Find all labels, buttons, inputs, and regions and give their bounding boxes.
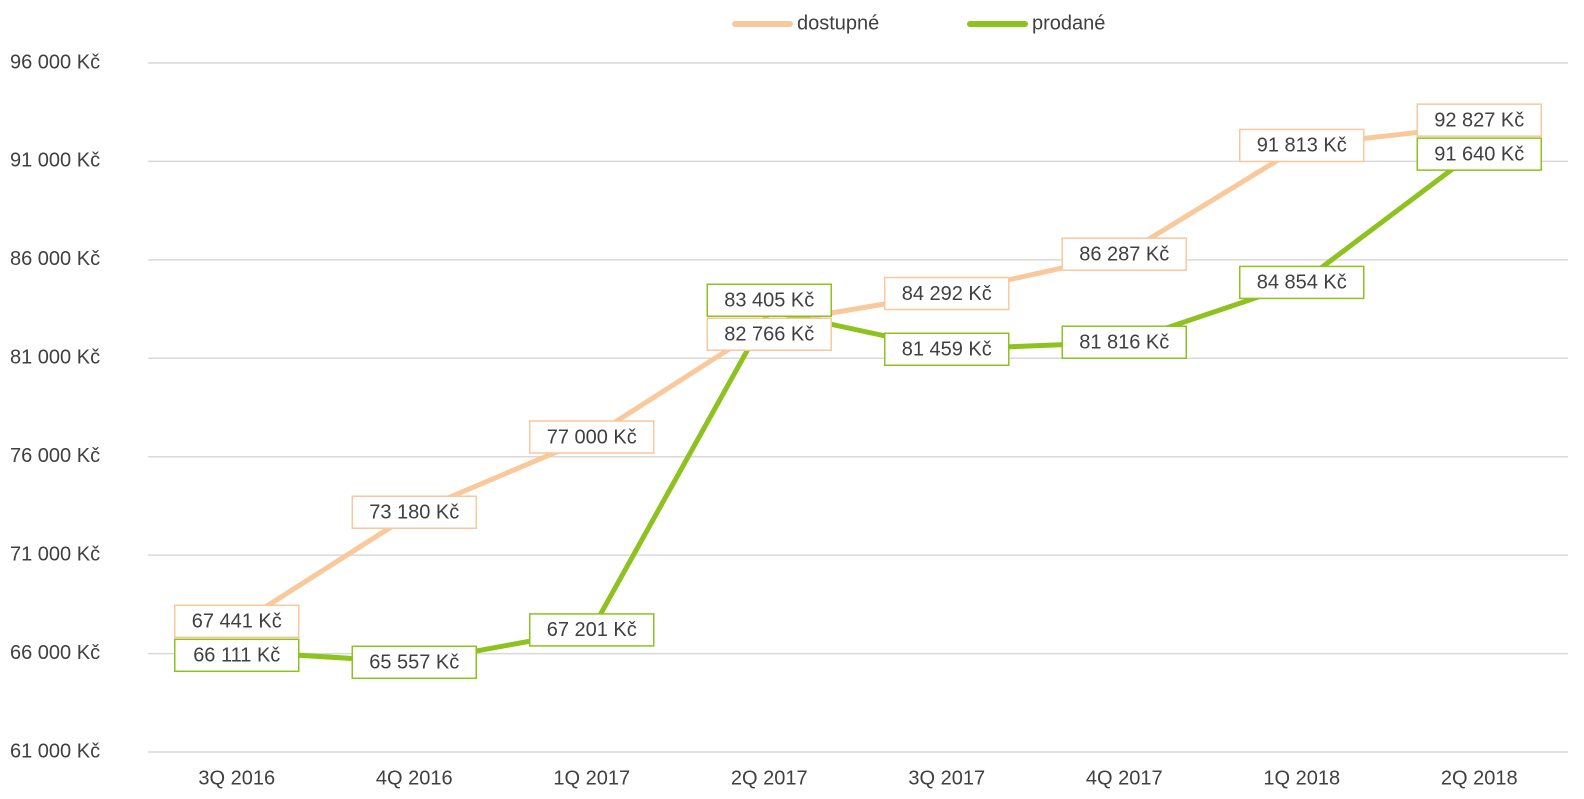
data-label-box (1416, 103, 1542, 137)
data-label: 92 827 Kč (1434, 109, 1524, 131)
data-label: 84 854 Kč (1257, 272, 1347, 294)
data-label-box (529, 420, 655, 454)
x-tick-label: 4Q 2016 (376, 767, 453, 789)
x-tick-label: 2Q 2018 (1441, 767, 1518, 789)
x-tick-label: 4Q 2017 (1086, 767, 1163, 789)
data-label-box (174, 604, 300, 639)
data-label-box (706, 283, 832, 317)
data-label: 67 441 Kč (192, 611, 282, 633)
data-label-box (884, 276, 1010, 311)
legend-label: prodané (1032, 12, 1105, 34)
legend-label: dostupné (797, 12, 879, 34)
data-label: 81 816 Kč (1079, 332, 1169, 354)
y-tick-label: 81 000 Kč (10, 347, 100, 369)
data-label-box (1061, 237, 1187, 271)
data-label: 67 201 Kč (547, 619, 637, 641)
data-label-box (1061, 325, 1187, 359)
x-tick-label: 3Q 2016 (198, 767, 275, 789)
data-label-box (529, 613, 655, 647)
data-label: 65 557 Kč (369, 652, 459, 674)
y-tick-label: 86 000 Kč (10, 248, 100, 270)
y-tick-label: 96 000 Kč (10, 51, 100, 73)
data-label-box (174, 638, 300, 673)
data-label-box (351, 645, 477, 680)
series-line (235, 122, 1480, 628)
data-label: 86 287 Kč (1079, 243, 1169, 265)
y-tick-label: 61 000 Kč (10, 740, 100, 762)
data-label: 81 459 Kč (902, 339, 992, 361)
data-label: 82 766 Kč (724, 324, 814, 346)
data-label: 91 640 Kč (1434, 143, 1524, 165)
data-label-box (1239, 265, 1365, 300)
data-label: 77 000 Kč (547, 426, 637, 448)
data-label-box (884, 332, 1010, 366)
data-label-box (351, 495, 477, 529)
y-tick-label: 71 000 Kč (10, 543, 100, 565)
data-label-box (1416, 137, 1542, 171)
x-tick-label: 1Q 2018 (1263, 767, 1340, 789)
x-tick-label: 3Q 2017 (908, 767, 985, 789)
data-label: 66 111 Kč (193, 645, 280, 667)
y-tick-label: 91 000 Kč (10, 150, 100, 172)
y-tick-label: 66 000 Kč (10, 642, 100, 664)
x-tick-label: 2Q 2017 (731, 767, 808, 789)
data-label: 73 180 Kč (369, 502, 459, 524)
data-label-box (706, 317, 832, 351)
data-label: 83 405 Kč (724, 290, 814, 312)
x-tick-label: 1Q 2017 (553, 767, 630, 789)
data-label: 84 292 Kč (902, 283, 992, 305)
series-line (236, 146, 1481, 665)
data-label-box (1239, 128, 1365, 163)
y-tick-label: 76 000 Kč (10, 445, 100, 467)
data-label: 91 813 Kč (1257, 135, 1347, 157)
